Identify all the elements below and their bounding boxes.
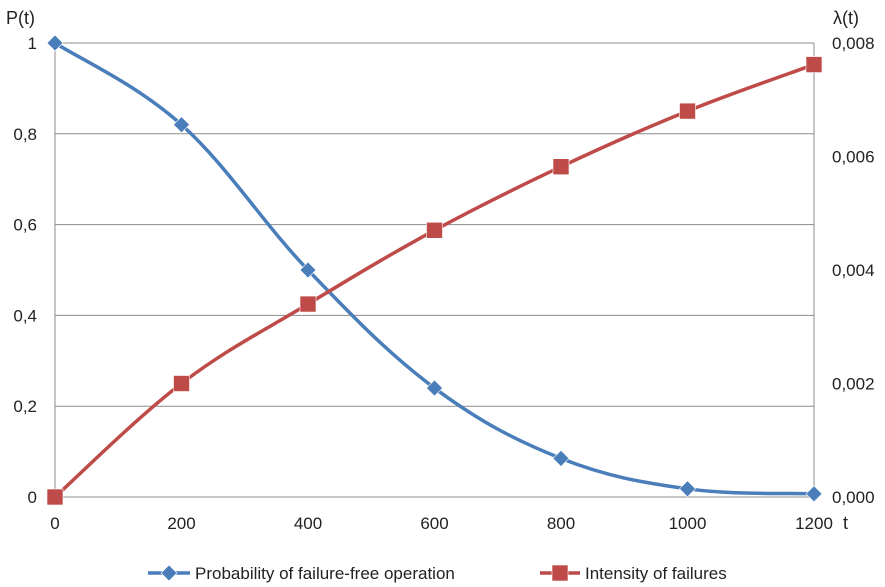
series-layer xyxy=(46,34,823,506)
x-tick-label: 400 xyxy=(294,514,322,533)
data-point xyxy=(552,158,570,176)
x-tick-label: 1000 xyxy=(669,514,707,533)
legend-label: Probability of failure-free operation xyxy=(195,564,455,583)
legend-marker xyxy=(160,564,178,582)
right-y-tick-label: 0,004 xyxy=(832,261,875,280)
x-axis-title: t xyxy=(843,513,848,533)
legend-item: Probability of failure-free operation xyxy=(148,564,455,583)
right-axis-title: λ(t) xyxy=(833,8,859,28)
data-point xyxy=(426,221,443,239)
x-tick-label: 1200 xyxy=(795,514,833,533)
left-y-tick-label: 1 xyxy=(28,34,37,53)
legend-marker xyxy=(551,564,569,582)
data-point xyxy=(679,102,696,120)
x-tick-label: 600 xyxy=(420,514,448,533)
left-y-tick-label: 0 xyxy=(28,488,37,507)
series-1 xyxy=(46,34,823,503)
data-point xyxy=(299,295,317,313)
series-line xyxy=(53,41,816,496)
data-point xyxy=(46,488,64,506)
legend-label: Intensity of failures xyxy=(585,564,727,583)
data-point xyxy=(173,375,190,392)
data-point xyxy=(426,379,443,397)
data-point xyxy=(805,56,823,73)
left-y-tick-label: 0,2 xyxy=(13,397,37,416)
right-y-tick-label: 0,000 xyxy=(832,488,875,507)
right-y-tick-label: 0,002 xyxy=(832,375,875,394)
x-tick-label: 0 xyxy=(50,514,59,533)
axes xyxy=(54,43,815,498)
right-y-tick-label: 0,008 xyxy=(832,34,875,53)
x-tick-label: 800 xyxy=(547,514,575,533)
data-point xyxy=(46,34,64,52)
data-point xyxy=(552,449,570,467)
left-y-tick-label: 0,4 xyxy=(13,306,37,325)
left-y-tick-label: 0,6 xyxy=(13,216,37,235)
right-y-tick-labels: 0,000 0,002 0,004 0,006 0,008 xyxy=(832,34,875,507)
right-y-tick-label: 0,006 xyxy=(832,148,875,167)
legend: Probability of failure-free operation Int… xyxy=(148,564,727,583)
data-point xyxy=(299,261,317,279)
series-2 xyxy=(46,56,823,506)
data-point xyxy=(805,485,823,503)
left-y-tick-label: 0,8 xyxy=(13,125,37,144)
x-tick-label: 200 xyxy=(167,514,195,533)
data-point xyxy=(679,480,696,498)
left-axis-title: P(t) xyxy=(6,8,35,28)
data-point xyxy=(173,116,190,134)
left-y-tick-labels: 0 0,2 0,4 0,6 0,8 1 xyxy=(13,34,37,507)
legend-item: Intensity of failures xyxy=(540,564,727,583)
x-tick-labels: 0 200 400 600 800 1000 1200 xyxy=(50,514,833,533)
series-line xyxy=(53,62,816,499)
